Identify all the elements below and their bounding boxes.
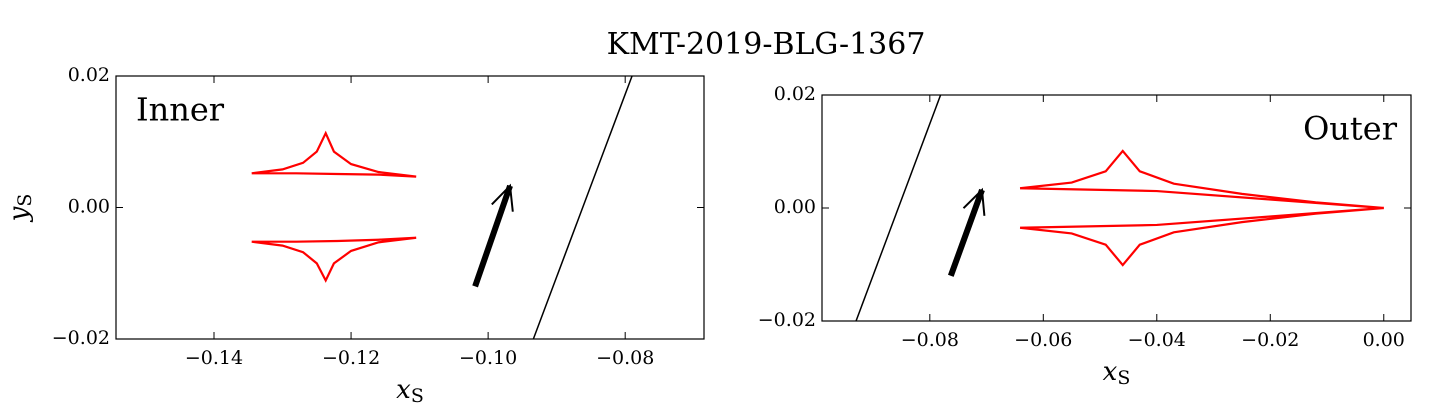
x-axis-subscript: S [411,385,424,407]
y-tick-label: 0.00 [774,196,816,218]
panel-label: Inner [136,91,225,129]
y-axis-label: yS [4,194,36,223]
y-axis-symbol: y [4,206,34,222]
x-axis-symbol: x [1103,357,1118,387]
y-tick-label: −0.02 [52,327,110,349]
panel-label: Outer [1303,110,1398,148]
y-tick-label: 0.02 [68,64,110,86]
x-axis-subscript: S [1117,367,1130,389]
x-tick-label: −0.14 [185,347,243,369]
arrow-shaft [472,184,513,288]
x-tick-label: −0.06 [1014,329,1072,351]
source-trajectory [855,95,942,321]
caustic [251,236,417,283]
arrow-shaft [947,188,985,277]
caustic [251,130,417,178]
x-tick-label: −0.10 [459,347,517,369]
x-tick-label: −0.04 [1128,329,1186,351]
arrow-head [962,187,986,216]
y-tick-label: 0.02 [774,83,816,105]
x-tick-label: −0.08 [901,329,959,351]
figure-title: KMT-2019-BLG-1367 [607,27,926,62]
x-tick-label: 0.00 [1363,329,1405,351]
caustic [1019,206,1384,267]
x-axis-symbol: x [396,375,411,405]
y-axis-subscript: S [14,194,36,207]
arrow-head [491,183,514,212]
source-trajectory [532,76,633,339]
y-tick-label: −0.02 [758,309,816,331]
x-axis-label: xS [396,375,424,407]
x-axis-label: xS [1103,357,1131,389]
x-tick-label: −0.02 [1241,329,1299,351]
x-tick-label: −0.08 [596,347,654,369]
y-tick-label: 0.00 [68,196,110,218]
x-tick-label: −0.12 [322,347,380,369]
caustic [1019,149,1384,210]
